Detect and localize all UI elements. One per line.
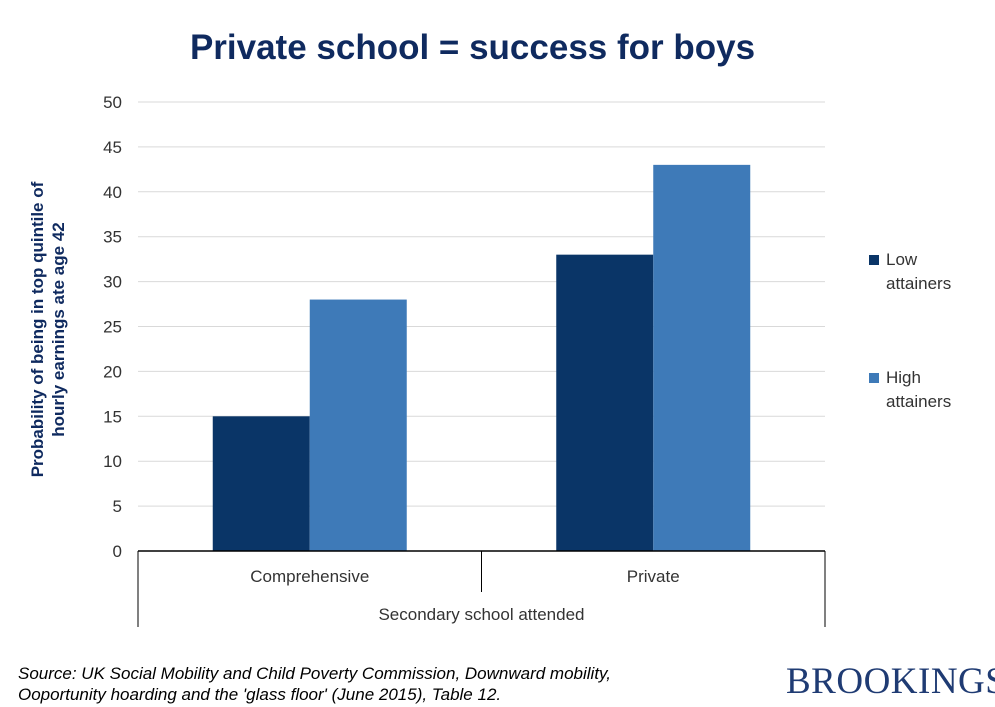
legend: Low attainers High attainers (869, 250, 951, 411)
legend-label: attainers (886, 274, 951, 293)
x-category-label: Comprehensive (250, 567, 369, 586)
legend-swatch (869, 255, 879, 265)
legend-label: High (886, 368, 921, 387)
y-tick-label: 30 (103, 273, 122, 292)
y-tick-label: 10 (103, 452, 122, 471)
y-tick-label: 40 (103, 183, 122, 202)
bar-high-attainers-private (653, 164, 751, 552)
bars (212, 164, 751, 552)
y-tick-label: 45 (103, 138, 122, 157)
y-tick-label: 15 (103, 407, 122, 426)
legend-label: attainers (886, 392, 951, 411)
bar-low-attainers-private (556, 254, 654, 551)
source-note: Source: UK Social Mobility and Child Pov… (18, 664, 612, 704)
y-tick-label: 50 (103, 93, 122, 112)
x-axis-title: Secondary school attended (378, 605, 584, 624)
y-axis-title-line: Probability of being in top quintile of (28, 181, 47, 477)
bar-high-attainers-comprehensive (309, 299, 407, 551)
y-tick-label: 5 (113, 497, 122, 516)
y-axis-title: Probability of being in top quintile of h… (28, 181, 68, 477)
brookings-logo: BROOKINGS (786, 661, 995, 702)
y-tick-label: 20 (103, 362, 122, 381)
legend-swatch (869, 373, 879, 383)
y-axis-title-line: hourly earnings ate age 42 (49, 222, 68, 436)
bar-low-attainers-comprehensive (212, 416, 310, 551)
legend-label: Low (886, 250, 918, 269)
chart-title: Private school = success for boys (189, 28, 756, 67)
y-tick-label: 35 (103, 228, 122, 247)
y-tick-label: 25 (103, 318, 122, 337)
axes: 0 5 10 15 20 25 30 35 40 45 50 Comprehensive Private… (28, 93, 826, 627)
y-tick-label: 0 (113, 542, 122, 561)
x-category-label: Private (627, 567, 680, 586)
